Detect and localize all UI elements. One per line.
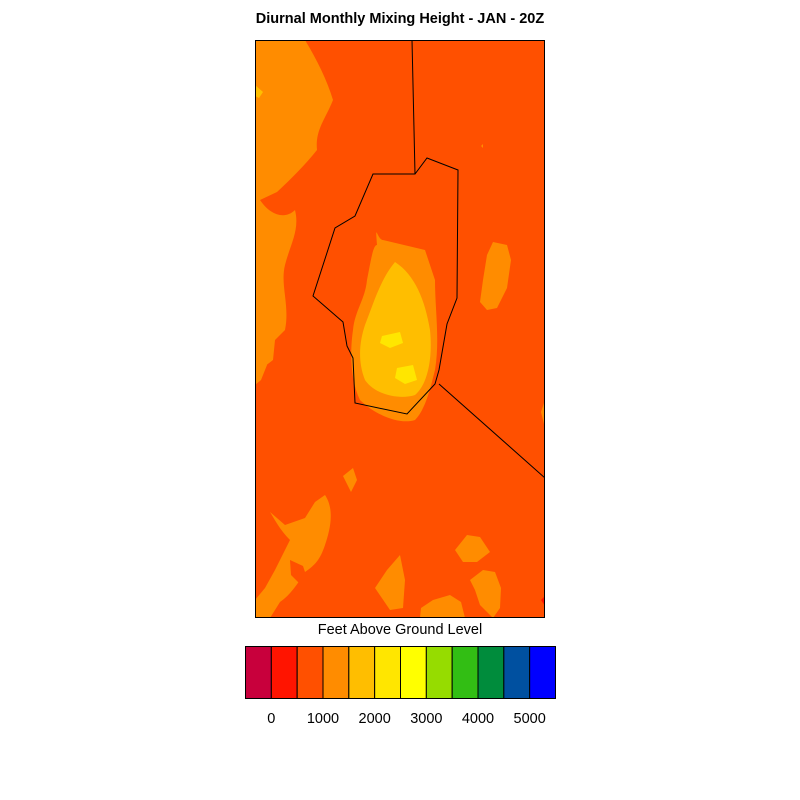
colorbar-title: Feet Above Ground Level bbox=[317, 622, 483, 638]
colorbar-swatch bbox=[270, 646, 298, 699]
colorbar-swatch bbox=[451, 646, 479, 699]
colorbar-swatch bbox=[322, 646, 350, 699]
contour-region-orange-right bbox=[480, 242, 511, 310]
contour-region-orange-bottom-mid bbox=[420, 595, 465, 618]
contour-region-orange-lower-left bbox=[255, 495, 331, 618]
colorbar-swatch bbox=[348, 646, 376, 699]
contour-region-amber-center bbox=[360, 262, 431, 397]
colorbar-swatch bbox=[477, 646, 505, 699]
colorbar-tick-label: 4000 bbox=[461, 711, 495, 727]
boundary-line-polygon bbox=[312, 157, 459, 415]
colorbar-tick-label: 3000 bbox=[410, 711, 443, 727]
contour-region-yellow-2 bbox=[395, 365, 417, 384]
colorbar-swatch bbox=[374, 646, 402, 699]
contour-region-orange-small-3 bbox=[455, 535, 490, 562]
contour-region-red-lower-left bbox=[290, 560, 307, 585]
contour-region-orange-small-1 bbox=[343, 468, 357, 492]
boundary-lines bbox=[312, 40, 545, 479]
colorbar-swatch bbox=[245, 646, 272, 699]
boundary-line-southeast bbox=[438, 383, 545, 479]
colorbar-tick-label: 0 bbox=[267, 711, 276, 727]
contour-region-orange-speck bbox=[481, 144, 483, 148]
contour-region-orange-left-mid bbox=[255, 340, 267, 385]
colorbar bbox=[245, 646, 556, 699]
contour-map bbox=[255, 40, 545, 618]
map-frame bbox=[255, 40, 545, 618]
colorbar-swatch bbox=[296, 646, 324, 699]
contour-region-orange-small-4 bbox=[470, 570, 501, 618]
colorbar-swatch bbox=[529, 646, 556, 699]
contour-region-orange-small-2 bbox=[375, 555, 405, 610]
colorbar-swatch bbox=[425, 646, 453, 699]
colorbar-tick-label: 5000 bbox=[513, 711, 546, 727]
contour-region-orange-left bbox=[255, 40, 333, 370]
colorbar-tick-label: 1000 bbox=[306, 711, 340, 727]
colorbar-swatch bbox=[400, 646, 427, 699]
colorbar-tick-label: 2000 bbox=[358, 711, 391, 727]
chart-title: Diurnal Monthly Mixing Height - JAN - 20… bbox=[255, 11, 545, 27]
contour-region-amber-left bbox=[255, 85, 263, 98]
contour-region-yellow-1 bbox=[380, 332, 403, 348]
boundary-line-north bbox=[411, 40, 416, 175]
colorbar-swatch bbox=[503, 646, 531, 699]
